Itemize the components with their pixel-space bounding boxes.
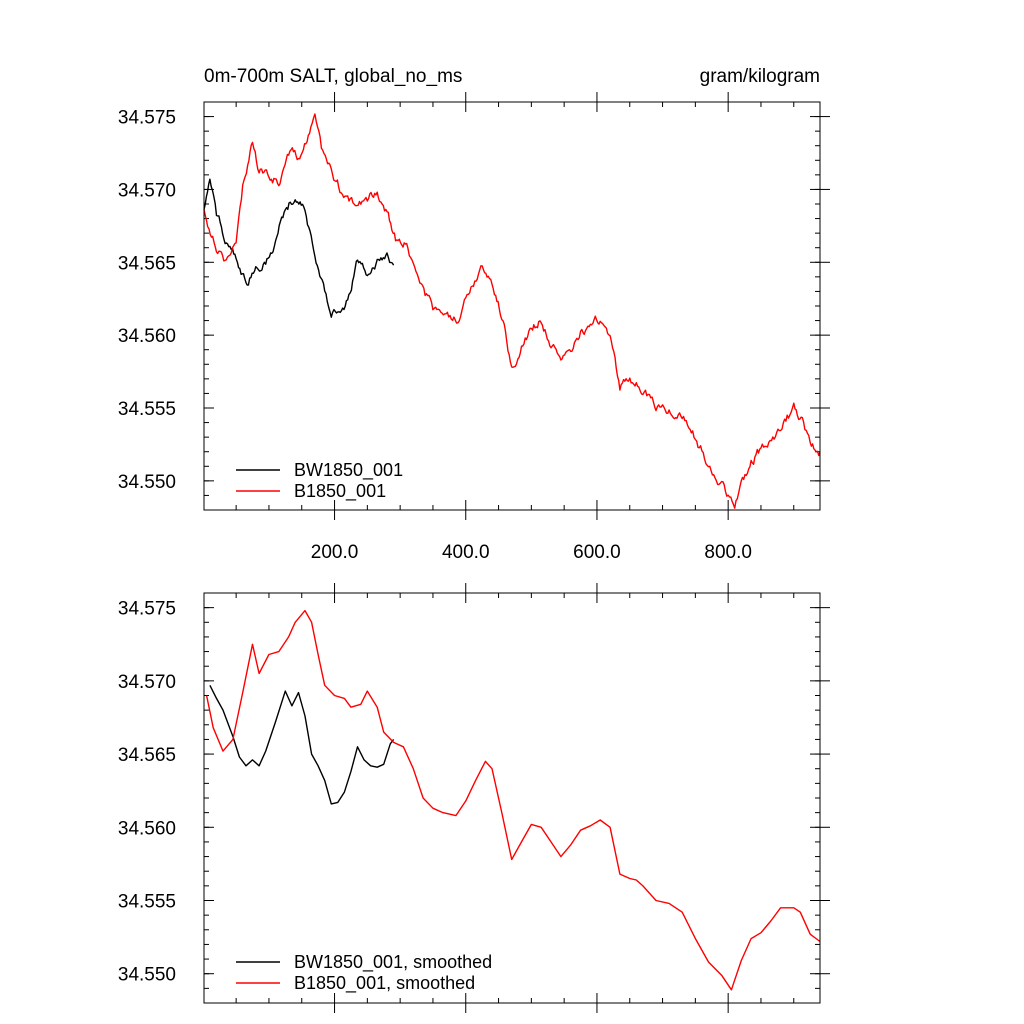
top-xtick-label: 200.0 — [311, 542, 359, 563]
bottom-chart-frame — [203, 592, 821, 1004]
bottom-series-line-b1850 — [205, 609, 821, 991]
top-legend-label-bw: BW1850_001 — [294, 460, 403, 481]
top-ytick-label: 34.570 — [118, 180, 176, 201]
bottom-ytick-label: 34.570 — [118, 672, 176, 693]
bottom-ytick-label: 34.575 — [118, 599, 176, 620]
bottom-series-line-bw1850 — [209, 684, 395, 805]
top-ytick-label: 34.560 — [118, 326, 176, 347]
bottom-legend-label-b: B1850_001, smoothed — [294, 973, 475, 994]
bottom-chart: 34.550 34.555 34.560 34.565 34.570 34.575 BW1… — [118, 583, 830, 1013]
top-series-line-bw1850 — [203, 178, 395, 318]
bottom-ytick-label: 34.555 — [118, 892, 176, 913]
top-chart-frame — [203, 101, 821, 511]
top-xtick-label: 600.0 — [573, 542, 621, 563]
top-ytick-label: 34.575 — [118, 108, 176, 129]
top-chart-title: 0m-700m SALT, global_no_ms — [204, 66, 462, 87]
bottom-ytick-label: 34.550 — [118, 965, 176, 986]
top-chart-axes: 34.550 34.555 34.560 34.565 34.570 34.575 200.… — [118, 92, 830, 563]
top-ytick-label: 34.565 — [118, 253, 176, 274]
top-xtick-label: 400.0 — [442, 542, 490, 563]
top-chart-series — [203, 113, 821, 509]
top-series-line-b1850 — [203, 113, 821, 509]
top-legend: BW1850_001 B1850_001 — [236, 460, 403, 502]
top-ytick-label: 34.555 — [118, 399, 176, 420]
bottom-legend: BW1850_001, smoothed B1850_001, smoothed — [236, 952, 492, 994]
top-chart-units: gram/kilogram — [700, 66, 820, 87]
bottom-chart-axes: 34.550 34.555 34.560 34.565 34.570 34.575 — [118, 583, 830, 1013]
bottom-ytick-label: 34.565 — [118, 745, 176, 766]
top-ytick-label: 34.550 — [118, 472, 176, 493]
bottom-chart-series — [205, 609, 821, 991]
top-chart: 0m-700m SALT, global_no_ms gram/kilogram… — [118, 66, 830, 563]
top-xtick-label: 800.0 — [704, 542, 752, 563]
top-legend-label-b: B1850_001 — [294, 481, 386, 502]
bottom-legend-label-bw: BW1850_001, smoothed — [294, 952, 492, 973]
bottom-ytick-label: 34.560 — [118, 818, 176, 839]
